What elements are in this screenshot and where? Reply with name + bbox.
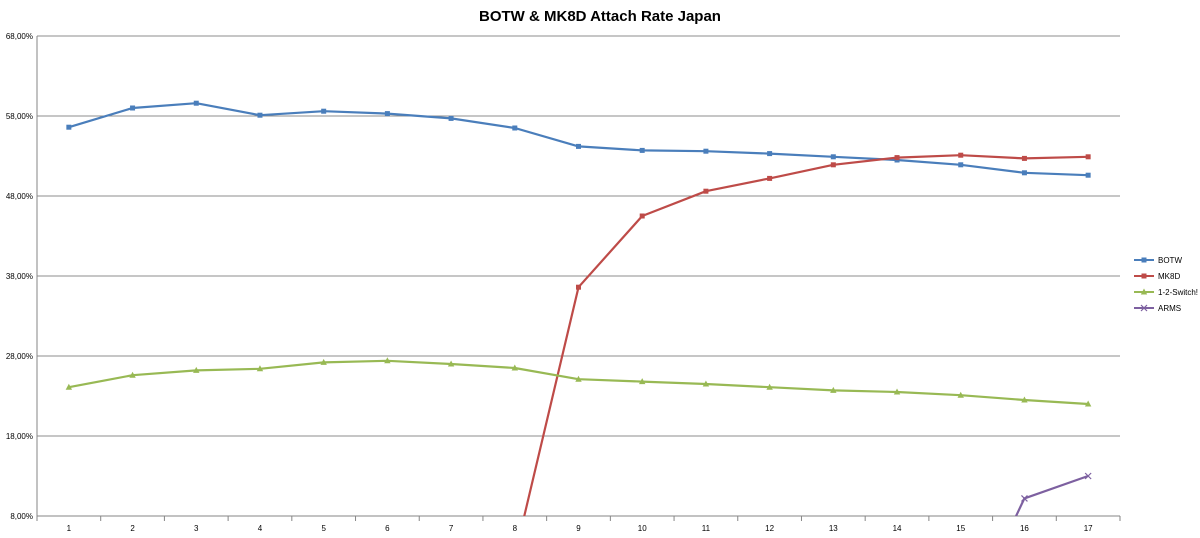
1-2-switch-point [639,378,646,385]
series-botw [66,100,1091,178]
legend-swatch [1134,304,1154,312]
1-2-switch-point [320,358,327,365]
x-tick-label: 5 [321,524,326,533]
mk8d-point [830,162,836,168]
legend-swatch [1134,288,1154,295]
1-2-switch-point [830,386,837,393]
legend-label: MK8D [1158,271,1181,281]
legend-1-2-switch-point [1140,288,1148,295]
botw-point [767,151,773,157]
legend-mk8d-point [1141,273,1147,279]
mk8d-point [767,175,773,181]
botw-point [512,125,518,131]
x-tick-label: 4 [258,524,263,533]
y-tick-label: 58,00% [6,112,33,121]
mk8d-point [1085,154,1091,160]
1-2-switch-point [193,366,200,373]
x-tick-label: 3 [194,524,199,533]
1-2-switch-point [65,383,73,390]
botw-point [130,105,136,111]
mk8d-point [958,152,964,158]
legend-item-1-2-switch: 1-2-Switch! [1133,284,1198,300]
botw-point [958,162,964,168]
y-tick-label: 8,00% [10,512,33,521]
x-tick-label: 17 [1084,524,1093,533]
1-2-switch-point [447,360,455,367]
botw-point [703,148,709,154]
1-2-switch-point [1021,396,1028,403]
1-2-switch-point [575,375,582,382]
1-2-switch-point [766,383,773,390]
x-tick-label: 16 [1020,524,1029,533]
x-tick-label: 12 [765,524,774,533]
y-tick-label: 28,00% [6,352,33,361]
y-tick-label: 38,00% [6,272,33,281]
chart-title: BOTW & MK8D Attach Rate Japan [479,8,721,25]
botw-point [448,115,454,121]
x-tick-label: 11 [702,524,711,533]
x-tick-label: 1 [67,524,72,533]
mk8d-point [639,213,645,219]
legend-swatch [1134,257,1154,263]
mk8d-point [576,284,581,290]
x-tick-label: 15 [956,524,965,533]
series-line-1-2-switch [68,359,1089,406]
legend-label: BOTW [1158,255,1182,265]
y-tick-label: 18,00% [6,432,33,441]
axis-layer: 8,00% 18,00% 28,00% 38,00% 48,00% 58,00% 68,00… [6,32,1121,533]
botw-point [576,143,581,149]
x-tick-label: 9 [576,524,581,533]
legend-item-mk8d: MK8D [1133,268,1198,284]
legend-swatch [1134,273,1154,279]
x-tick-label: 8 [513,524,518,533]
1-2-switch-point [957,391,964,398]
botw-point [66,124,72,130]
1-2-switch-point [256,365,264,372]
botw-point [193,100,199,106]
mk8d-point [894,155,900,161]
legend-item-botw: BOTW [1133,252,1198,268]
legend-item-arms: ARMS [1133,300,1198,316]
botw-point [1021,170,1027,176]
series-layer [65,100,1092,516]
series-line-botw [68,102,1089,177]
mk8d-point [703,188,709,194]
botw-point [257,112,263,118]
series-line-mk8d [523,154,1089,516]
x-tick-label: 2 [130,524,135,533]
legend-arms-point [1140,304,1148,312]
botw-point [321,108,327,114]
1-2-switch-point [511,364,518,371]
1-2-switch-point [893,388,901,395]
botw-point [1085,172,1091,178]
legend-label: 1-2-Switch! [1158,287,1199,297]
botw-point [639,147,645,153]
1-2-switch-point [1084,400,1092,407]
x-tick-label: 10 [638,524,647,533]
arms-point [1084,472,1092,480]
series-mk8d [523,152,1091,516]
mk8d-point [1021,155,1027,161]
legend-botw-point [1141,257,1147,263]
legend-label: ARMS [1158,303,1182,313]
series-1-2-switch [65,357,1092,407]
1-2-switch-point [129,371,136,378]
y-tick-label: 68,00% [6,32,33,41]
x-tick-label: 13 [829,524,838,533]
botw-point [830,154,836,160]
arms-point [1021,494,1028,502]
botw-point [384,111,390,117]
1-2-switch-point [384,357,391,364]
legend: BOTW MK8D 1-2-Switch! ARMS [1133,252,1198,316]
grid-layer [37,35,1120,517]
y-tick-label: 48,00% [6,192,33,201]
x-tick-label: 6 [385,524,390,533]
series-arms [1014,472,1092,516]
x-tick-label: 7 [449,524,454,533]
1-2-switch-point [702,380,710,387]
x-tick-label: 14 [893,524,902,533]
